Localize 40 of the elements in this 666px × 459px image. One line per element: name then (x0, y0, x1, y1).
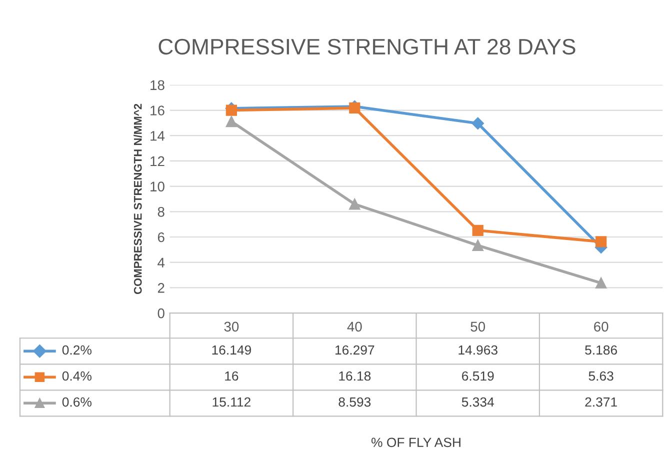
data-label: 14.963 (458, 345, 498, 355)
data-label: 6.519 (462, 371, 494, 381)
point (226, 104, 237, 116)
point (349, 198, 360, 210)
x-tick-label: 30 (224, 322, 239, 332)
data-label: 16 (225, 371, 238, 381)
point (596, 236, 607, 248)
y-tick-label: 10 (150, 182, 164, 192)
point (472, 240, 484, 251)
data-label: 8.593 (338, 397, 371, 407)
y-tick-label: 16 (150, 106, 164, 116)
legend-label: 0.6% (62, 397, 92, 407)
point (226, 116, 237, 128)
point (596, 277, 607, 289)
data-label: 16.18 (339, 371, 371, 381)
y-tick-label: 18 (150, 80, 164, 90)
y-tick-label: 4 (158, 258, 165, 268)
chart-title: COMPRESSIVE STRENGTH AT 28 DAYS (158, 38, 576, 55)
point (472, 117, 484, 130)
text: % OF FLY ASH (371, 438, 460, 448)
point (472, 224, 484, 236)
y-tick-label: 6 (158, 232, 164, 242)
y-tick-label: 2 (158, 283, 164, 293)
y-tick-label: 8 (158, 206, 164, 217)
data-label: 2.371 (585, 397, 617, 407)
y-tick-label: 14 (150, 131, 165, 141)
data-label: 5.186 (585, 345, 617, 355)
legend-label: 0.2% (62, 345, 92, 355)
data-label: 5.334 (462, 397, 494, 407)
data-label: 5.63 (588, 371, 614, 381)
x-tick-label: 50 (470, 322, 486, 332)
data-label: 16.297 (335, 345, 374, 355)
data-label: 15.112 (212, 397, 250, 407)
x-tick-label: 40 (347, 322, 362, 332)
y-tick-label: 0 (158, 308, 164, 318)
x-tick-label: 60 (594, 322, 608, 332)
y-tick-label: 12 (150, 156, 164, 166)
legend-label: 0.4% (62, 371, 92, 381)
y-axis-title: COMPRESSIVE STRENGTH N/MM^2 (134, 104, 142, 294)
data-label: 16.149 (212, 345, 251, 355)
